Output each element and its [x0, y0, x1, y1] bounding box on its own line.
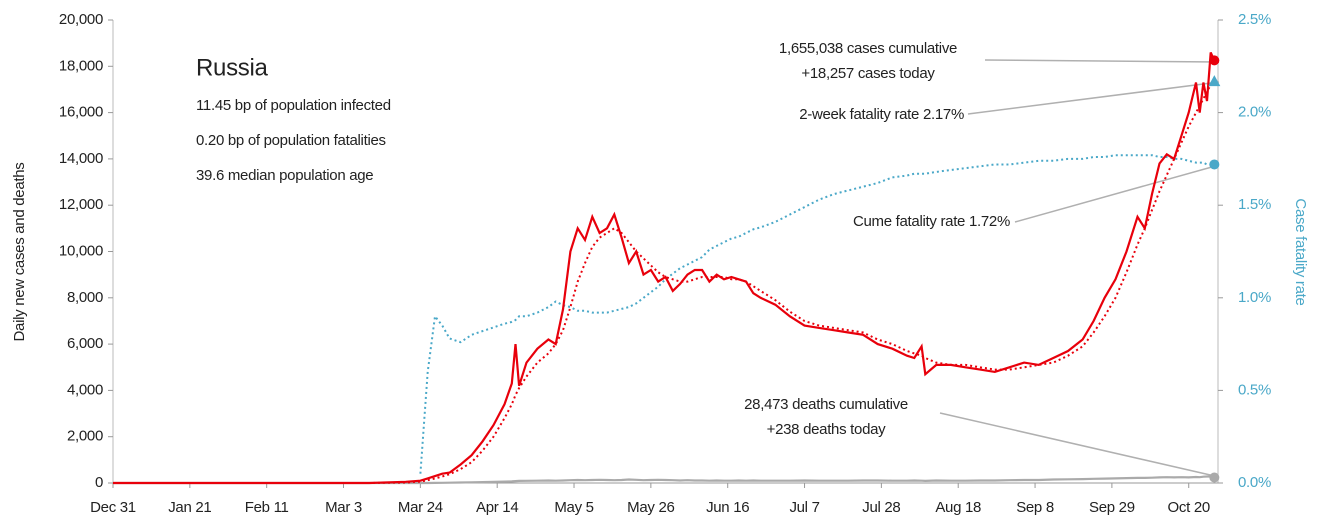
y2-tick-label: 0.0% [1238, 474, 1271, 491]
end-marker [1209, 55, 1220, 66]
annotation: 28,473 deaths cumulative [744, 396, 908, 413]
annotation: Cume fatality rate 1.72% [853, 213, 1010, 230]
y2-tick-label: 2.0% [1238, 104, 1271, 121]
x-tick-label: Jul 28 [862, 499, 900, 516]
y-tick-label: 20,000 [59, 11, 103, 28]
x-tick-label: Sep 8 [1016, 499, 1054, 516]
series-line [113, 475, 1215, 485]
leader-line [984, 59, 1220, 63]
y2-tick-label: 1.5% [1238, 196, 1271, 213]
x-tick-label: Apr 14 [476, 499, 518, 516]
x-tick-label: Mar 24 [398, 499, 443, 516]
x-tick-label: Sep 29 [1089, 499, 1135, 516]
series-line [113, 51, 1216, 485]
series-line [113, 79, 1216, 484]
y-tick-label: 8,000 [67, 289, 103, 306]
y-tick-label: 10,000 [59, 242, 103, 259]
info-line: 0.20 bp of population fatalities [196, 132, 386, 149]
x-tick-label: May 5 [554, 499, 593, 516]
x-tick-label: Jul 7 [789, 499, 819, 516]
end-marker [1209, 159, 1220, 170]
y-tick-label: 12,000 [59, 196, 103, 213]
annotation: 1,655,038 cases cumulative [779, 40, 957, 57]
y-tick-label: 4,000 [67, 381, 103, 398]
y-tick-label: 16,000 [59, 104, 103, 121]
y-tick-label: 18,000 [59, 57, 103, 74]
y-tick-label: 6,000 [67, 335, 103, 352]
y-tick-label: 2,000 [67, 428, 103, 445]
y2-axis-label: Case fatality rate [1292, 198, 1309, 305]
x-tick-label: May 26 [627, 499, 674, 516]
annotation: +18,257 cases today [801, 65, 935, 82]
info-line: 39.6 median population age [196, 167, 373, 184]
chart-title: Russia [196, 54, 269, 81]
x-tick-label: Aug 18 [935, 499, 981, 516]
annotation: 2-week fatality rate 2.17% [799, 106, 964, 123]
x-tick-label: Oct 20 [1168, 499, 1210, 516]
y2-tick-label: 0.5% [1238, 381, 1271, 398]
x-tick-label: Dec 31 [90, 499, 136, 516]
x-tick-label: Feb 11 [245, 499, 289, 516]
leader-line [967, 81, 1220, 115]
y2-tick-label: 1.0% [1238, 289, 1271, 306]
leader-line [1014, 164, 1220, 223]
end-marker [1209, 472, 1220, 483]
y-tick-label: 14,000 [59, 150, 103, 167]
x-tick-label: Jan 21 [168, 499, 211, 516]
series-line [419, 154, 1215, 474]
y2-tick-label: 2.5% [1238, 11, 1271, 28]
two-week-marker [1208, 75, 1221, 87]
x-tick-label: Mar 3 [325, 499, 362, 516]
x-tick-label: Jun 16 [706, 499, 749, 516]
y-tick-label: 0 [95, 474, 103, 491]
annotation: +238 deaths today [767, 421, 887, 438]
y-axis-label: Daily new cases and deaths [11, 163, 28, 342]
info-line: 11.45 bp of population infected [196, 97, 391, 114]
leader-line [939, 412, 1220, 478]
